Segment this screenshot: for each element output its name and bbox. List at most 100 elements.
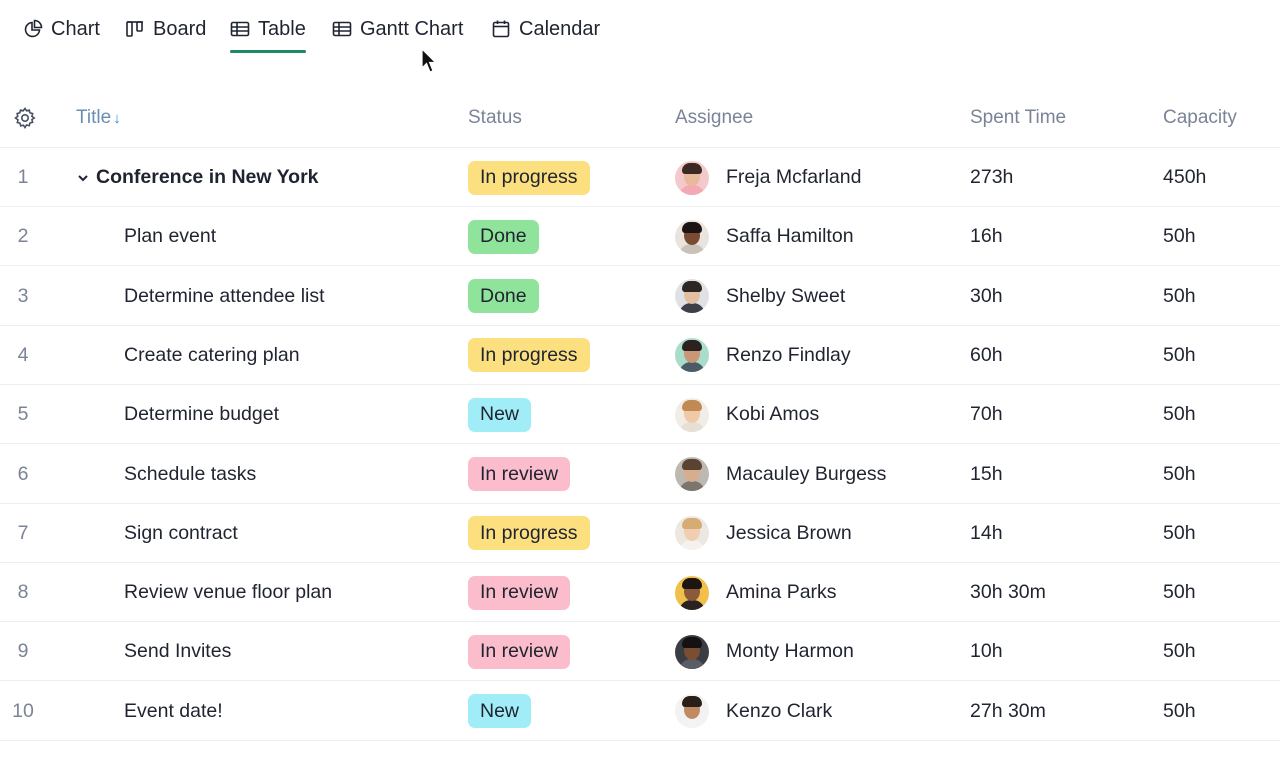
avatar-body xyxy=(679,599,705,610)
table-row[interactable]: 2 Plan event Done Saffa Hamilton 16h 50h xyxy=(0,207,1280,267)
row-number: 8 xyxy=(17,581,29,604)
spent-time-cell[interactable]: 30h xyxy=(970,284,1003,307)
assignee-name: Jessica Brown xyxy=(726,521,852,544)
assignee-name: Kobi Amos xyxy=(726,403,820,426)
assignee-cell[interactable]: Kobi Amos xyxy=(675,385,819,444)
table-row[interactable]: 8 Review venue floor plan In review Amin… xyxy=(0,563,1280,623)
column-header-spent-time[interactable]: Spent Time xyxy=(970,107,1066,129)
capacity-cell[interactable]: 50h xyxy=(1163,343,1196,366)
capacity-cell[interactable]: 50h xyxy=(1163,403,1196,426)
table-row[interactable]: 3 Determine attendee list Done Shelby Sw… xyxy=(0,267,1280,326)
assignee-cell[interactable]: Renzo Findlay xyxy=(675,326,851,385)
row-title-cell[interactable]: Sign contract xyxy=(124,504,238,563)
capacity-cell[interactable]: 50h xyxy=(1163,225,1196,248)
table-row[interactable]: 9 Send Invites In review Monty Harmon 10… xyxy=(0,622,1280,682)
status-badge[interactable]: New xyxy=(468,694,532,729)
spent-time-cell[interactable]: 16h xyxy=(970,225,1003,248)
avatar-hair xyxy=(682,340,702,352)
row-number: 2 xyxy=(17,225,29,248)
status-cell[interactable]: In progress xyxy=(468,326,590,385)
status-cell[interactable]: In review xyxy=(468,622,571,681)
capacity-cell[interactable]: 50h xyxy=(1163,284,1196,307)
tab-calendar[interactable]: Calendar xyxy=(491,14,600,44)
capacity-cell[interactable]: 50h xyxy=(1163,521,1196,544)
row-title-cell[interactable]: Send Invites xyxy=(124,622,231,681)
row-title: Review venue floor plan xyxy=(124,581,333,604)
table-row[interactable]: 7 Sign contract In progress Jessica Brow… xyxy=(0,504,1280,563)
avatar xyxy=(675,575,709,610)
table-row[interactable]: 4 Create catering plan In progress Renzo… xyxy=(0,326,1280,385)
assignee-cell[interactable]: Kenzo Clark xyxy=(675,682,832,741)
spent-time-cell[interactable]: 273h xyxy=(970,166,1014,188)
column-header-title[interactable]: Title ↓ xyxy=(76,107,121,129)
status-cell[interactable]: In review xyxy=(468,563,571,622)
avatar-hair xyxy=(682,459,702,470)
column-header-capacity[interactable]: Capacity xyxy=(1163,107,1237,129)
row-title-cell[interactable]: Create catering plan xyxy=(124,326,300,385)
assignee-cell[interactable]: Freja Mcfarland xyxy=(675,148,861,207)
row-title-cell[interactable]: Event date! xyxy=(124,682,223,741)
gear-icon[interactable] xyxy=(13,106,37,130)
status-cell[interactable]: New xyxy=(468,385,532,444)
tab-gantt-chart[interactable]: Gantt Chart xyxy=(332,14,463,44)
table-row[interactable]: 1 Conference in New York In progress Fre… xyxy=(0,148,1280,207)
status-cell[interactable]: In review xyxy=(468,445,571,504)
capacity-cell[interactable]: 50h xyxy=(1163,699,1196,722)
calendar-icon xyxy=(492,20,510,38)
row-title-cell[interactable]: Determine attendee list xyxy=(124,267,325,326)
spent-time-cell[interactable]: 27h 30m xyxy=(970,699,1046,722)
spent-time-cell[interactable]: 30h 30m xyxy=(970,581,1046,604)
assignee-name: Saffa Hamilton xyxy=(726,225,854,248)
status-cell[interactable]: In progress xyxy=(468,148,590,207)
status-badge[interactable]: New xyxy=(468,397,532,432)
table-row[interactable]: 10 Event date! New Kenzo Clark 27h 30m 5… xyxy=(0,682,1280,741)
avatar-hair xyxy=(682,221,702,233)
status-cell[interactable]: Done xyxy=(468,267,539,326)
spent-time-cell[interactable]: 15h xyxy=(970,462,1003,485)
row-title-cell[interactable]: Plan event xyxy=(124,207,216,266)
assignee-cell[interactable]: Amina Parks xyxy=(675,563,837,622)
spent-time-cell[interactable]: 10h xyxy=(970,640,1003,663)
assignee-cell[interactable]: Saffa Hamilton xyxy=(675,207,854,266)
status-badge[interactable]: In review xyxy=(468,634,571,669)
table-row[interactable]: 5 Determine budget New Kobi Amos 70h 50h xyxy=(0,385,1280,445)
tab-board[interactable]: Board xyxy=(125,14,206,44)
avatar xyxy=(675,397,709,432)
capacity-cell[interactable]: 50h xyxy=(1163,462,1196,485)
column-header-label: Assignee xyxy=(675,107,754,128)
row-title-cell[interactable]: Review venue floor plan xyxy=(124,563,332,622)
avatar xyxy=(675,279,709,314)
row-title-cell[interactable]: Schedule tasks xyxy=(124,445,256,504)
status-badge[interactable]: Done xyxy=(468,279,539,314)
tab-chart[interactable]: Chart xyxy=(23,14,100,44)
capacity-cell[interactable]: 50h xyxy=(1163,581,1196,604)
chevron-down-icon[interactable] xyxy=(76,171,90,185)
status-cell[interactable]: In progress xyxy=(468,504,590,563)
capacity-cell[interactable]: 50h xyxy=(1163,640,1196,663)
assignee-cell[interactable]: Macauley Burgess xyxy=(675,445,886,504)
spent-time-cell[interactable]: 60h xyxy=(970,343,1003,366)
status-badge[interactable]: In progress xyxy=(468,338,590,373)
status-badge[interactable]: In review xyxy=(468,457,571,491)
capacity-cell[interactable]: 450h xyxy=(1163,166,1207,188)
row-title-cell[interactable]: Determine budget xyxy=(124,385,279,444)
status-cell[interactable]: Done xyxy=(468,207,539,266)
tab-table[interactable]: Table xyxy=(230,14,306,53)
assignee-cell[interactable]: Shelby Sweet xyxy=(675,267,845,326)
table-row[interactable]: 6 Schedule tasks In review Macauley Burg… xyxy=(0,445,1280,504)
status-badge[interactable]: In progress xyxy=(468,516,590,551)
row-number: 1 xyxy=(17,166,29,188)
status-badge[interactable]: In progress xyxy=(468,160,590,195)
assignee-cell[interactable]: Jessica Brown xyxy=(675,504,852,563)
status-badge[interactable]: In review xyxy=(468,575,571,610)
status-cell[interactable]: New xyxy=(468,682,532,741)
avatar-hair xyxy=(682,518,702,530)
column-header-assignee[interactable]: Assignee xyxy=(675,107,753,129)
status-badge[interactable]: Done xyxy=(468,219,539,254)
column-header-status[interactable]: Status xyxy=(468,107,522,129)
spent-time-cell[interactable]: 70h xyxy=(970,403,1003,426)
row-title-cell[interactable]: Conference in New York xyxy=(76,148,319,207)
spent-time-cell[interactable]: 14h xyxy=(970,521,1003,544)
assignee-cell[interactable]: Monty Harmon xyxy=(675,622,854,681)
assignee-name: Kenzo Clark xyxy=(726,699,833,722)
